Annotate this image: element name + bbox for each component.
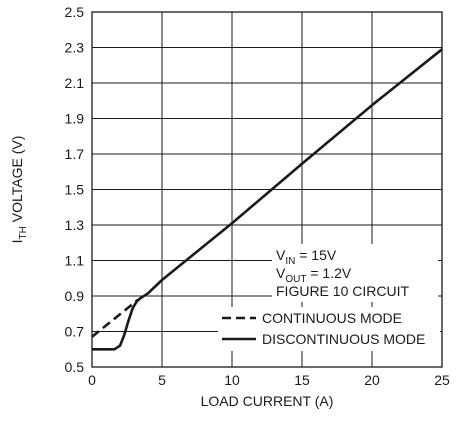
legend-label-0: CONTINUOUS MODE — [262, 310, 402, 326]
y-tick-label-8: 2.1 — [65, 75, 85, 91]
y-tick-label-9: 2.3 — [65, 40, 85, 56]
legend-label-1: DISCONTINUOUS MODE — [262, 331, 425, 347]
y-tick-label-10: 2.5 — [65, 4, 85, 20]
y-tick-label-0: 0.5 — [65, 359, 85, 375]
y-tick-label-7: 1.9 — [65, 111, 85, 127]
annotation-line-2: FIGURE 10 CIRCUIT — [276, 283, 409, 299]
x-tick-label-0: 0 — [88, 372, 96, 388]
y-tick-label-6: 1.7 — [65, 146, 85, 162]
x-tick-label-3: 15 — [294, 372, 310, 388]
x-tick-label-1: 5 — [158, 372, 166, 388]
x-tick-label-5: 25 — [434, 372, 450, 388]
series-line-discontinuous — [92, 49, 442, 349]
y-tick-label-5: 1.5 — [65, 182, 85, 198]
y-tick-label-4: 1.3 — [65, 217, 85, 233]
y-tick-label-2: 0.9 — [65, 288, 85, 304]
y-tick-label-1: 0.7 — [65, 324, 85, 340]
y-tick-label-3: 1.1 — [65, 253, 85, 269]
x-tick-label-2: 10 — [224, 372, 240, 388]
series-lines — [92, 49, 442, 349]
y-axis-label-sub: TH — [18, 226, 29, 239]
x-axis-label: LOAD CURRENT (A) — [201, 393, 334, 409]
y-axis-label: ITH VOLTAGE (V) — [9, 136, 29, 244]
x-tick-label-4: 20 — [364, 372, 380, 388]
y-axis-label-rest: VOLTAGE (V) — [9, 136, 25, 227]
